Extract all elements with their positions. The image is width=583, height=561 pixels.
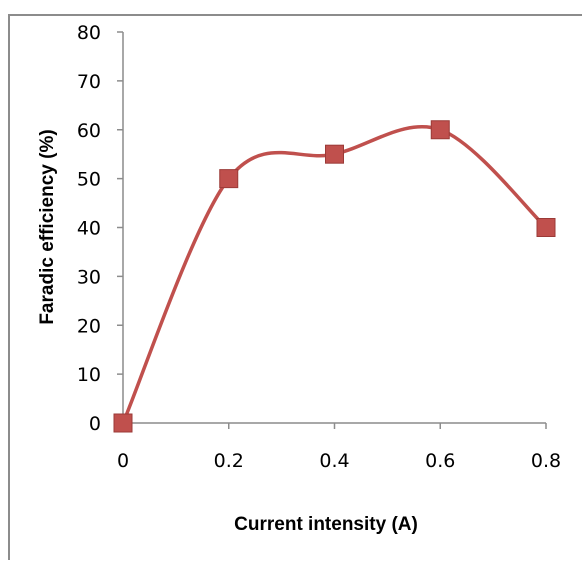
series-line: [121, 125, 548, 424]
series-group: [113, 120, 556, 433]
x-tick-label: 0.6: [425, 450, 455, 472]
y-tick-label: 70: [77, 71, 101, 93]
y-tick-label: 80: [77, 22, 101, 44]
y-axis-ticks: 0 10 20 30 40 50 60 70 80: [77, 22, 123, 435]
data-point-marker: [536, 218, 556, 237]
data-point-marker: [325, 144, 344, 164]
y-axis-title: Faradic efficiency (%): [37, 129, 58, 324]
x-tick-label: 0.2: [214, 450, 244, 472]
x-tick-label: 0.8: [531, 450, 561, 472]
y-tick-label: 10: [77, 364, 101, 386]
y-tick-label: 20: [77, 315, 101, 337]
y-tick-label: 50: [77, 169, 101, 191]
data-point-marker: [113, 413, 133, 433]
y-tick-label: 40: [77, 218, 101, 240]
y-tick-label: 30: [77, 266, 101, 288]
axes: [122, 32, 546, 424]
data-point-marker: [430, 120, 450, 140]
data-point-marker: [219, 169, 239, 189]
x-tick-label: 0: [117, 450, 129, 472]
chart-frame: [8, 14, 582, 560]
x-axis-ticks: 0 0.2 0.4 0.6 0.8: [117, 423, 561, 472]
x-tick-label: 0.4: [319, 450, 349, 472]
y-tick-label: 0: [89, 413, 101, 435]
x-axis-title: Current intensity (A): [234, 514, 418, 535]
y-tick-label: 60: [77, 120, 101, 142]
